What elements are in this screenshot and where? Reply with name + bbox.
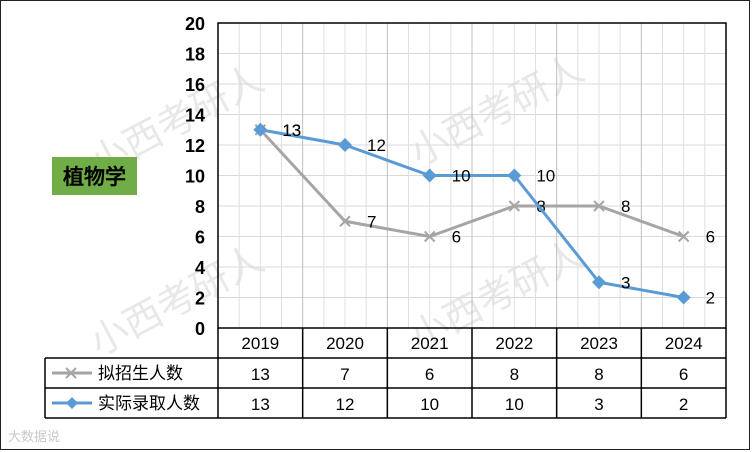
data-label: 3 <box>621 273 630 292</box>
table-cell-value: 8 <box>594 365 603 384</box>
x-category-label: 2020 <box>326 334 364 353</box>
table-cell-value: 7 <box>340 365 349 384</box>
y-tick-label: 18 <box>185 45 205 65</box>
data-label: 12 <box>367 136 386 155</box>
table-cell-value: 10 <box>420 395 439 414</box>
data-point-diamond <box>507 168 522 183</box>
x-category-label: 2023 <box>580 334 618 353</box>
data-label: 6 <box>452 228 461 247</box>
table-cell-value: 8 <box>510 365 519 384</box>
data-point-diamond <box>422 168 437 183</box>
data-label: 6 <box>706 228 715 247</box>
table-cell-value: 10 <box>505 395 524 414</box>
x-category-label: 2019 <box>241 334 279 353</box>
y-tick-label: 14 <box>185 106 205 126</box>
x-category-label: 2021 <box>411 334 449 353</box>
x-category-label: 2022 <box>495 334 533 353</box>
y-tick-label: 12 <box>185 136 205 156</box>
data-label: 10 <box>536 167 555 186</box>
data-point-diamond <box>253 122 268 137</box>
table-cell-value: 6 <box>425 365 434 384</box>
y-tick-label: 8 <box>195 197 205 217</box>
data-label: 2 <box>706 289 715 308</box>
data-point-x <box>423 230 436 243</box>
y-tick-label: 0 <box>195 319 205 339</box>
data-point-x <box>508 200 521 212</box>
y-tick-label: 10 <box>185 167 205 187</box>
data-label: 13 <box>282 121 301 140</box>
series-line <box>259 128 685 238</box>
table-cell-value: 2 <box>679 395 688 414</box>
data-label: 7 <box>367 212 376 231</box>
y-tick-label: 6 <box>195 228 205 248</box>
table-cell-value: 3 <box>594 395 603 414</box>
legend-label: 实际录取人数 <box>98 394 200 414</box>
data-label: 8 <box>536 197 545 216</box>
series-line <box>260 128 684 299</box>
y-tick-label: 20 <box>185 14 205 34</box>
data-label: 10 <box>452 167 471 186</box>
y-tick-label: 16 <box>185 75 205 95</box>
footer-watermark: 大数据说 <box>8 430 61 445</box>
table-cell-value: 6 <box>679 365 688 384</box>
data-point-x <box>339 215 351 227</box>
data-label: 8 <box>621 197 630 216</box>
legend-marker-diamond <box>66 397 78 409</box>
x-category-label: 2024 <box>665 334 703 353</box>
table-cell-value: 13 <box>251 395 270 414</box>
y-tick-label: 2 <box>195 289 205 309</box>
legend-label: 拟招生人数 <box>98 364 183 384</box>
data-point-x <box>677 230 690 243</box>
data-point-x <box>593 200 605 212</box>
table-cell-value: 13 <box>251 365 270 384</box>
data-point-diamond <box>338 138 352 152</box>
legend-marker-x <box>65 367 77 379</box>
subject-label: 植物学 <box>52 157 137 195</box>
data-point-diamond <box>676 290 691 305</box>
data-point-diamond <box>592 275 606 290</box>
table-cell-value: 12 <box>336 395 355 414</box>
y-tick-label: 4 <box>195 258 205 278</box>
